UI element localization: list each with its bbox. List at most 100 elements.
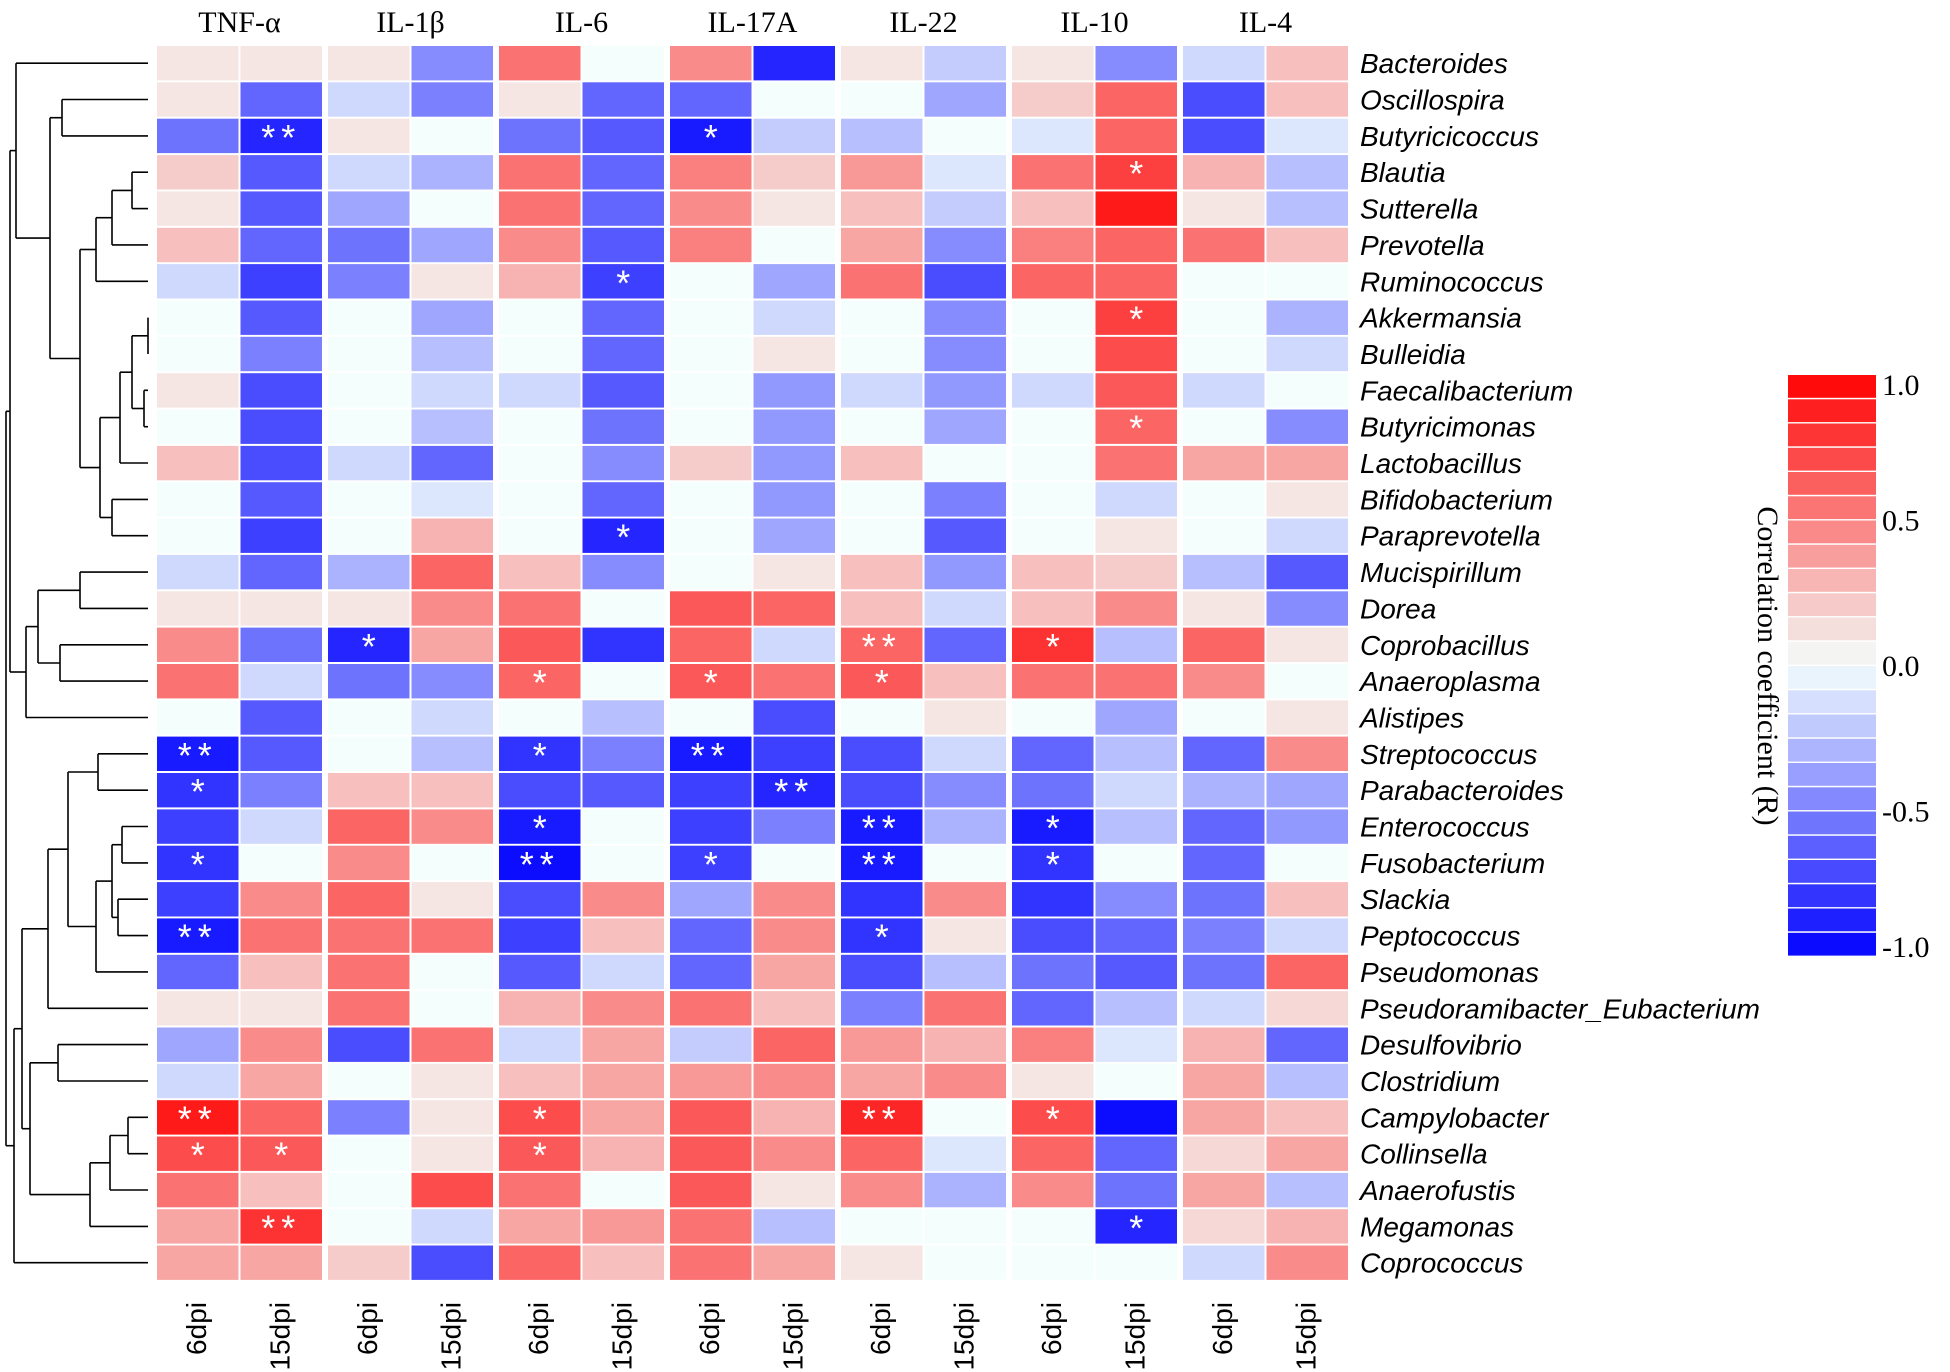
significance-marker: * <box>1129 1207 1143 1248</box>
heatmap-cell <box>411 1245 493 1280</box>
colorbar-segment <box>1788 714 1876 738</box>
heatmap-cell <box>841 773 923 808</box>
heatmap-cell <box>924 1063 1006 1099</box>
significance-marker: * <box>533 1135 547 1176</box>
row-label: Blautia <box>1360 157 1446 188</box>
row-label: Oscillospira <box>1360 85 1505 116</box>
heatmap-cell <box>1012 700 1094 735</box>
heatmap-cell <box>499 482 581 517</box>
significance-markers: ** ******* ** ** * *** * *** *** ** ** ** * ** *** *** *… <box>178 117 1144 1249</box>
heatmap-cell <box>582 882 664 917</box>
heatmap-cell <box>1183 155 1265 190</box>
heatmap-cell <box>328 664 410 699</box>
row-label: Anaerofustis <box>1358 1175 1516 1206</box>
column-label: 15dpi <box>948 1302 979 1371</box>
row-label: Anaeroplasma <box>1358 666 1541 697</box>
heatmap-cell <box>924 918 1006 953</box>
heatmap-cell <box>411 918 493 953</box>
colorbar-segment <box>1788 641 1876 665</box>
heatmap-cell <box>1266 664 1348 699</box>
heatmap-cell <box>924 46 1006 81</box>
heatmap-cell <box>1183 918 1265 953</box>
heatmap-cell <box>328 1245 410 1280</box>
row-label: Ruminococcus <box>1360 266 1544 297</box>
heatmap-cell <box>1012 300 1094 335</box>
heatmap-cell <box>240 191 322 226</box>
heatmap-cell <box>924 845 1006 881</box>
colorbar-segment <box>1788 666 1876 689</box>
heatmap-cell <box>240 627 322 662</box>
heatmap-cell <box>582 1027 664 1062</box>
heatmap-cell <box>1266 1136 1348 1171</box>
row-label: Akkermansia <box>1358 303 1522 334</box>
heatmap-cell <box>1095 554 1177 590</box>
colorbar-tick-label: 0.5 <box>1882 505 1920 538</box>
heatmap-cell <box>1095 773 1177 808</box>
heatmap-cell <box>582 1100 664 1135</box>
heatmap-cell <box>841 1100 923 1135</box>
heatmap-cell <box>240 264 322 299</box>
heatmap-cell <box>1095 300 1177 335</box>
heatmap-cell <box>499 736 581 771</box>
heatmap-cell <box>1266 736 1348 771</box>
heatmap-cell <box>924 82 1006 117</box>
column-label: 15dpi <box>1290 1302 1321 1371</box>
heatmap-cell <box>1183 954 1265 990</box>
heatmap-cell <box>582 991 664 1026</box>
heatmap-cell <box>582 264 664 299</box>
heatmap-cell <box>1012 1136 1094 1171</box>
colorbar-segment <box>1788 932 1876 956</box>
heatmap-cell <box>499 954 581 990</box>
heatmap-cell <box>1012 445 1094 481</box>
column-group-header: IL-1β <box>376 6 445 39</box>
heatmap-cell <box>841 518 923 553</box>
heatmap-cell <box>582 518 664 553</box>
heatmap-cell <box>499 845 581 881</box>
column-group-header: TNF-α <box>198 6 281 39</box>
heatmap-cell <box>157 664 239 699</box>
row-label: Enterococcus <box>1360 812 1530 843</box>
heatmap-cell <box>328 1209 410 1244</box>
heatmap-cell <box>1183 300 1265 335</box>
heatmap-cell <box>1095 82 1177 117</box>
heatmap-cell <box>753 227 835 263</box>
heatmap-cell <box>328 627 410 662</box>
heatmap-cell <box>670 409 752 444</box>
heatmap-cell <box>753 264 835 299</box>
heatmap-cell <box>841 227 923 263</box>
heatmap-cell <box>924 118 1006 154</box>
heatmap-cell <box>1012 155 1094 190</box>
row-label: Faecalibacterium <box>1360 375 1573 406</box>
heatmap-cell <box>924 882 1006 917</box>
heatmap-cell <box>1012 918 1094 953</box>
colorbar-segment <box>1788 544 1876 568</box>
colorbar-segment <box>1788 375 1876 398</box>
row-label: Butyricicoccus <box>1360 121 1539 152</box>
heatmap-cell <box>240 736 322 771</box>
heatmap-cell <box>499 809 581 844</box>
heatmap-cell <box>670 300 752 335</box>
heatmap-cell <box>670 518 752 553</box>
heatmap-cell <box>499 445 581 481</box>
colorbar-legend: 1.0 0.5 0.0 -0.5 -1.0 Correlation coefficient… <box>1751 369 1930 964</box>
colorbar-segment <box>1788 423 1876 447</box>
row-label: Parabacteroides <box>1360 775 1564 806</box>
heatmap-cell <box>753 700 835 735</box>
heatmap-cell <box>328 882 410 917</box>
heatmap-cell <box>841 373 923 408</box>
heatmap-cell <box>753 954 835 990</box>
heatmap-cell <box>1095 482 1177 517</box>
heatmap-cell <box>670 1063 752 1099</box>
heatmap-cell <box>753 1245 835 1280</box>
heatmap-cell <box>499 155 581 190</box>
heatmap-cell <box>1095 155 1177 190</box>
heatmap-cell <box>1266 1172 1348 1208</box>
heatmap-cell <box>499 409 581 444</box>
heatmap-cell <box>670 373 752 408</box>
significance-marker: * <box>875 662 889 703</box>
heatmap-cell <box>1012 554 1094 590</box>
column-group-header: IL-10 <box>1060 6 1128 39</box>
significance-marker: ** <box>178 735 218 776</box>
heatmap-cell <box>670 1027 752 1062</box>
heatmap-cell <box>240 445 322 481</box>
